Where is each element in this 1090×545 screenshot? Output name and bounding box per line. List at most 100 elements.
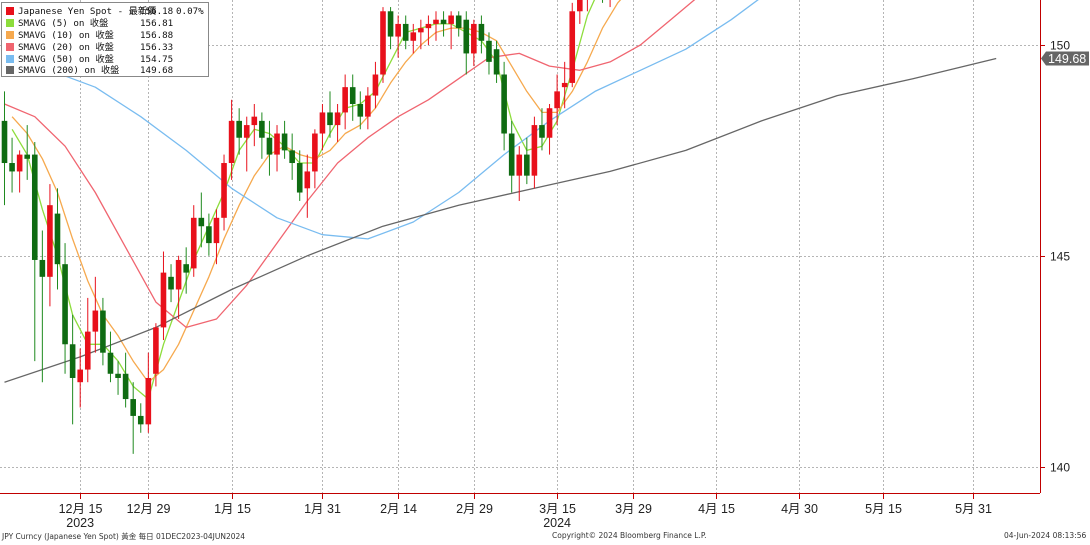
- candle-body: [47, 205, 53, 277]
- candle: [327, 91, 333, 138]
- candle-body: [402, 23, 409, 41]
- candle: [402, 15, 409, 50]
- candle-body: [531, 125, 538, 176]
- candle: [69, 314, 76, 425]
- candle-body: [122, 373, 129, 400]
- time-tick-label: 5月 31: [955, 502, 992, 516]
- candle-body: [54, 213, 61, 265]
- candle: [319, 104, 326, 151]
- footer-copyright: Copyright© 2024 Bloomberg Finance L.P.: [552, 531, 707, 540]
- candle: [175, 255, 182, 319]
- candle-body: [561, 82, 568, 88]
- candle-body: [577, 0, 583, 12]
- candle-body: [471, 23, 477, 54]
- candle-body: [342, 87, 348, 113]
- candle: [493, 40, 500, 83]
- candle-body: [62, 264, 68, 345]
- legend-label: SMAVG (20) on 收盤: [18, 42, 114, 53]
- legend-label: SMAVG (200) on 收盤: [18, 65, 120, 76]
- candle-body: [349, 87, 356, 105]
- candle: [160, 251, 167, 341]
- price-tags: 156.81156.18154.75149.68: [1041, 51, 1089, 66]
- time-tick-label: 5月 15: [865, 502, 902, 516]
- time-tick-label: 2月 14: [380, 502, 417, 516]
- candle: [334, 104, 341, 142]
- candle-body: [501, 74, 507, 134]
- candle: [349, 74, 356, 121]
- candle: [266, 120, 273, 176]
- candle: [380, 7, 386, 83]
- price-tag-label: 149.68: [1048, 52, 1086, 66]
- year-label: 2024: [543, 516, 571, 530]
- candle-body: [455, 15, 462, 29]
- time-tick-label: 4月 30: [781, 502, 818, 516]
- candle: [296, 150, 303, 201]
- time-tick-label: 1月 31: [304, 502, 341, 516]
- candle-body: [493, 49, 500, 75]
- candle-body: [569, 11, 576, 83]
- candle-body: [145, 377, 152, 425]
- candle: [387, 7, 394, 50]
- candle-body: [410, 32, 417, 41]
- candle-body: [137, 415, 144, 425]
- candle: [62, 243, 68, 374]
- candle-body: [130, 399, 136, 416]
- legend-swatch: [6, 66, 14, 74]
- candle: [281, 120, 288, 159]
- price-tag: 149.68: [1041, 51, 1089, 66]
- candle-body: [77, 369, 83, 383]
- legend-swatch: [6, 19, 14, 27]
- candle: [251, 104, 258, 147]
- candle: [145, 352, 152, 433]
- candle-body: [395, 23, 401, 37]
- price-tick-label: 145: [1050, 250, 1070, 264]
- candle-body: [296, 163, 303, 193]
- candle-body: [100, 310, 106, 353]
- candle: [9, 137, 15, 193]
- candle-body: [357, 104, 364, 117]
- candle: [100, 297, 106, 366]
- time-tick-label: 12月 29: [127, 502, 171, 516]
- candle-body: [175, 259, 182, 290]
- candle: [561, 61, 568, 109]
- candle: [228, 99, 235, 180]
- candle: [130, 382, 136, 454]
- candle-body: [539, 125, 545, 138]
- time-tick-label: 2月 29: [456, 502, 493, 516]
- candle: [206, 213, 212, 256]
- year-label: 2023: [66, 516, 94, 530]
- candle: [77, 348, 83, 408]
- candle: [183, 247, 189, 294]
- legend-value: 156.33: [140, 42, 174, 53]
- legend-value: 149.68: [140, 65, 174, 76]
- candle-body: [387, 11, 394, 37]
- candle-body: [190, 217, 197, 269]
- candlesticks: [1, 0, 611, 454]
- legend-value: 156.18: [140, 6, 174, 17]
- candle-body: [546, 108, 553, 138]
- candle: [516, 146, 523, 201]
- candle: [107, 331, 114, 383]
- candle: [609, 0, 611, 8]
- legend-item: SMAVG (200) on 收盤 149.68: [6, 65, 176, 76]
- candle: [31, 141, 38, 362]
- time-tick-label: 1月 15: [214, 502, 251, 516]
- candle: [448, 11, 454, 50]
- candle: [569, 2, 576, 88]
- price-tick-label: 150: [1050, 39, 1070, 53]
- legend-swatch: [6, 55, 14, 63]
- legend-label: Japanese Yen Spot - 最新價: [18, 6, 157, 17]
- sma-line: [4, 0, 759, 240]
- candle-body: [334, 112, 341, 126]
- time-tick-label: 3月 29: [615, 502, 652, 516]
- candle-body: [463, 19, 470, 54]
- candle: [486, 32, 492, 75]
- candle-body: [84, 331, 91, 370]
- candle-body: [289, 150, 295, 164]
- chart-legend: Japanese Yen Spot - 最新價156.18 0.07% SMAVG…: [1, 2, 209, 77]
- candle-body: [418, 28, 424, 33]
- candle: [410, 23, 417, 54]
- candle: [501, 61, 507, 151]
